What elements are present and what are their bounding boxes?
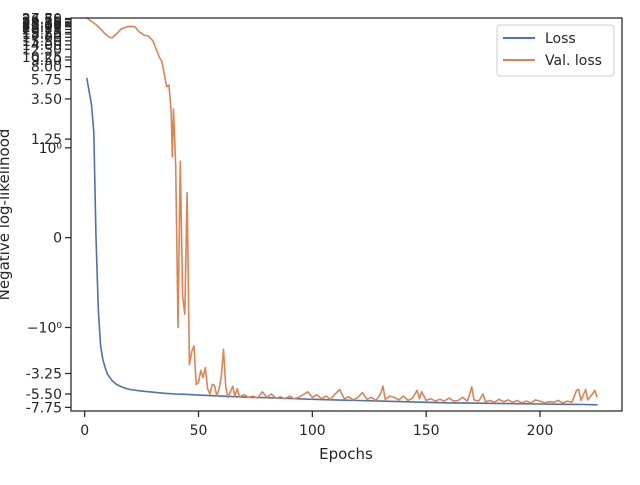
y-tick-label-17-00: 17.00 bbox=[22, 30, 62, 46]
legend: Loss Val. loss bbox=[496, 24, 615, 77]
y-tick-label-0: 0 bbox=[53, 231, 62, 247]
x-axis-label: Epochs bbox=[319, 445, 373, 463]
legend-label-val-loss: Val. loss bbox=[545, 53, 602, 69]
y-tick-label-3-25: -3.25 bbox=[26, 366, 62, 382]
x-ticks: 0 50 100 150 200 bbox=[80, 411, 553, 439]
y-tick-label-26-75: 26.75 bbox=[22, 13, 62, 29]
y-ticks: 27.5026.7525.2524.5023.7523.0022.2520.75… bbox=[22, 11, 71, 416]
y-tick-label-10: 10⁰ bbox=[39, 141, 63, 157]
y-tick-label-7-75: -7.75 bbox=[26, 400, 62, 416]
y-tick-label-19-25: 19.25 bbox=[22, 25, 62, 41]
y-tick-label-10: −10⁰ bbox=[27, 320, 63, 336]
y-tick-label-15-50: 15.50 bbox=[22, 34, 62, 50]
x-tick-label-200: 200 bbox=[527, 423, 554, 439]
y-tick-label-1-25: 1.25 bbox=[31, 132, 62, 148]
y-tick-label-24-50: 24.50 bbox=[22, 16, 62, 32]
x-tick-label-50: 50 bbox=[190, 423, 208, 439]
y-tick-label-23-75: 23.75 bbox=[22, 17, 62, 33]
y-tick-label-12-50: 12.50 bbox=[22, 42, 62, 58]
y-axis-label: Negative log-likelihood bbox=[0, 129, 13, 301]
y-tick-label-8-00: 8.00 bbox=[31, 60, 62, 76]
y-tick-label-18-50: 18.50 bbox=[22, 27, 62, 43]
x-tick-label-0: 0 bbox=[80, 423, 89, 439]
y-tick-label-27-50: 27.50 bbox=[22, 11, 62, 27]
series-line-val-loss bbox=[86, 17, 598, 404]
y-tick-label-20-75: 20.75 bbox=[22, 22, 62, 38]
legend-label-loss: Loss bbox=[545, 31, 576, 47]
y-tick-label-10-25: 10.25 bbox=[22, 50, 62, 66]
series-line-loss bbox=[86, 77, 598, 406]
y-tick-label-14-00: 14.00 bbox=[22, 38, 62, 54]
y-tick-label-22-25: 22.25 bbox=[22, 20, 62, 36]
y-tick-label-23-00: 23.00 bbox=[22, 18, 62, 34]
x-tick-label-100: 100 bbox=[299, 423, 326, 439]
y-tick-label-5-50: -5.50 bbox=[26, 387, 62, 403]
y-tick-label-25-25: 25.25 bbox=[22, 15, 62, 31]
y-tick-label-9-50: 9.50 bbox=[31, 53, 62, 69]
series-layer bbox=[86, 17, 598, 406]
plot-frame bbox=[70, 17, 623, 412]
y-tick-label-3-50: 3.50 bbox=[31, 92, 62, 108]
x-tick-label-150: 150 bbox=[413, 423, 440, 439]
y-tick-label-5-75: 5.75 bbox=[31, 73, 62, 89]
